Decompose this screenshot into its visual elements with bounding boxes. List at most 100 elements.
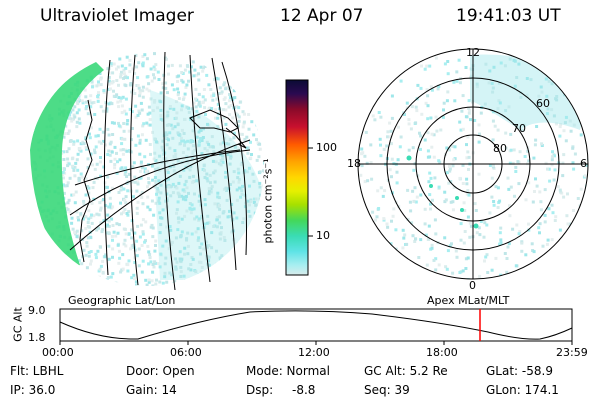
speckle [174, 257, 178, 261]
speckle [120, 166, 124, 170]
speckle [225, 189, 229, 192]
mode-info: Mode: Normal [246, 364, 330, 378]
speckle [154, 244, 157, 247]
speckle [239, 186, 243, 190]
speckle [579, 187, 583, 191]
speckle [145, 121, 149, 125]
speckle [543, 188, 547, 192]
speckle [446, 171, 449, 175]
speckle [109, 62, 113, 66]
speckle [107, 219, 111, 223]
speckle [207, 244, 211, 248]
speckle [87, 254, 91, 258]
speckle [513, 59, 517, 63]
speckle [159, 100, 163, 104]
speckle [120, 185, 123, 188]
speckle [110, 81, 114, 85]
speckle [538, 190, 542, 194]
speckle [170, 240, 174, 244]
speckle [247, 235, 251, 239]
speckle [390, 94, 394, 98]
speckle [120, 64, 124, 68]
speckle [207, 107, 211, 111]
speckle [77, 94, 81, 98]
speckle [559, 190, 563, 194]
speckle [167, 64, 170, 68]
speckle [180, 230, 184, 234]
speckle [206, 214, 210, 218]
speckle [221, 160, 225, 164]
speckle [371, 114, 375, 118]
ip-info: IP: 36.0 [10, 383, 56, 397]
speckle [127, 210, 131, 214]
speckle [165, 123, 169, 127]
speckle [243, 169, 247, 173]
speckle [141, 95, 145, 99]
speckle [153, 76, 156, 80]
speckle [505, 257, 509, 260]
speckle [484, 62, 488, 66]
speckle [90, 101, 94, 105]
speckle [515, 76, 519, 79]
speckle [117, 96, 121, 100]
speckle [550, 82, 554, 86]
speckle [562, 195, 566, 199]
speckle [174, 100, 178, 104]
speckle [131, 67, 135, 71]
speckle [164, 136, 168, 140]
speckle [191, 144, 195, 148]
speckle [123, 198, 127, 202]
gain-info: Gain: 14 [126, 383, 177, 397]
speckle [382, 147, 386, 151]
speckle [505, 270, 509, 274]
speckle [512, 148, 516, 152]
speckle [550, 108, 554, 112]
speckle [503, 252, 507, 255]
speckle [68, 176, 72, 180]
speckle [451, 144, 455, 148]
speckle [540, 142, 544, 146]
speckle [149, 260, 153, 264]
speckle [147, 181, 151, 185]
speckle [458, 176, 462, 180]
speckle [121, 267, 125, 271]
speckle [164, 57, 168, 61]
speckle [488, 69, 492, 73]
speckle [214, 108, 218, 112]
speckle [190, 232, 194, 236]
speckle [195, 179, 199, 183]
speckle [174, 116, 178, 120]
speckle [428, 64, 432, 68]
speckle [583, 174, 587, 178]
speckle [138, 141, 142, 145]
speckle [183, 92, 187, 96]
speckle [433, 176, 437, 180]
speckle [535, 184, 539, 188]
speckle [112, 230, 116, 234]
speckle [413, 240, 417, 243]
speckle [263, 147, 264, 151]
speckle [124, 232, 128, 236]
speckle [234, 112, 238, 116]
speckle [151, 178, 155, 182]
speckle [133, 261, 137, 264]
speckle [156, 70, 160, 74]
speckle [488, 164, 492, 167]
speckle [409, 209, 413, 213]
speckle [185, 186, 189, 190]
speckle [133, 180, 137, 184]
speckle [167, 185, 171, 189]
speckle [439, 128, 443, 132]
speckle [133, 175, 137, 179]
speckle [111, 255, 114, 259]
speckle [92, 180, 96, 184]
mlat-label-80: 80 [493, 142, 507, 155]
speckle [136, 200, 140, 204]
speckle [91, 163, 94, 167]
speckle [107, 75, 111, 79]
speckle [363, 180, 367, 184]
speckle [458, 271, 462, 274]
speckle [187, 106, 191, 110]
speckle [197, 92, 201, 96]
speckle [108, 196, 112, 200]
